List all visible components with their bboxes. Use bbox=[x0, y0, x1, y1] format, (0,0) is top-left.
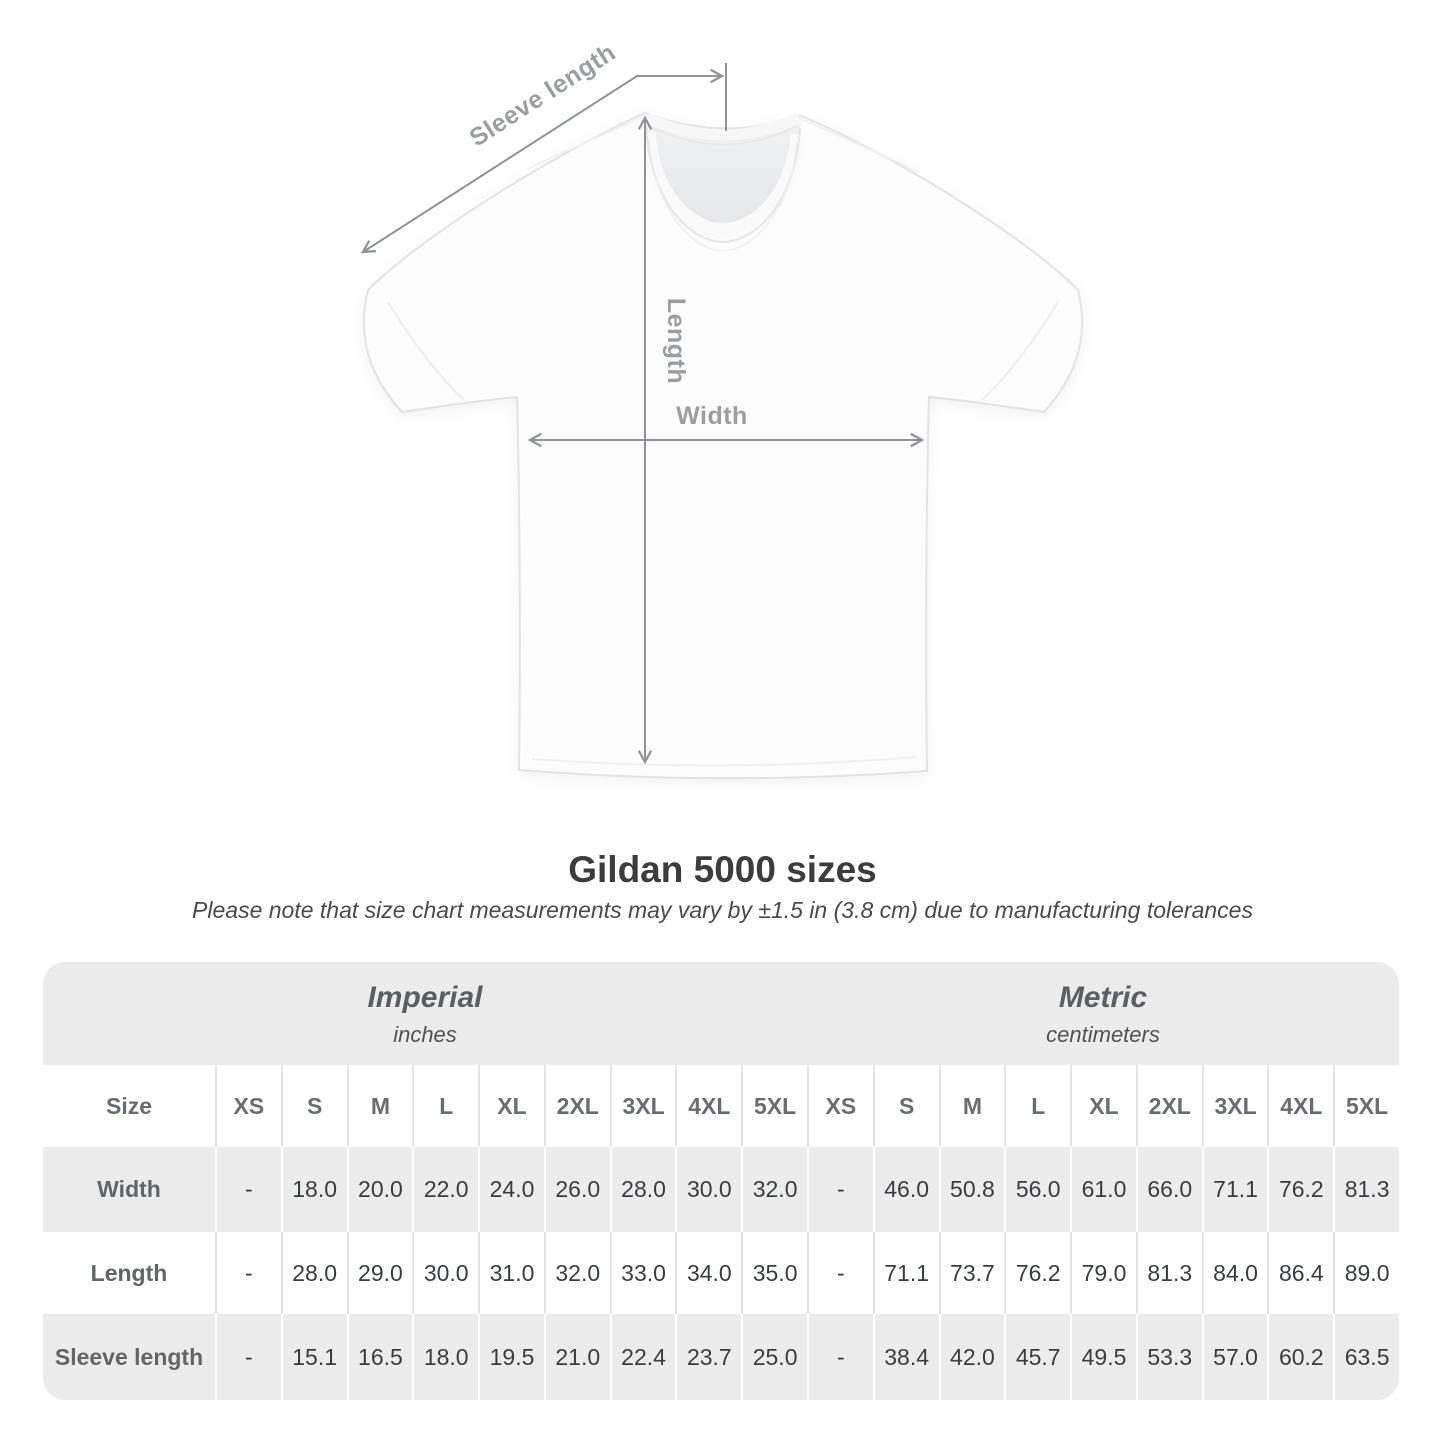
size-table: Imperial inches Metric centimeters Size … bbox=[43, 962, 1399, 1400]
tshirt-graphic bbox=[362, 112, 1084, 780]
table-cell: 71.1 bbox=[1201, 1147, 1268, 1232]
column-header-metric-s: S bbox=[872, 1065, 939, 1147]
table-cell: 42.0 bbox=[938, 1314, 1005, 1400]
table-cell: 66.0 bbox=[1135, 1147, 1202, 1232]
table-cell: - bbox=[807, 1147, 873, 1232]
table-cell: 20.0 bbox=[346, 1147, 413, 1232]
table-cell: 76.2 bbox=[1004, 1232, 1071, 1314]
table-cell: 61.0 bbox=[1070, 1147, 1136, 1232]
imperial-unit: inches bbox=[393, 1022, 457, 1047]
column-header-metric-xl: XL bbox=[1070, 1065, 1136, 1147]
table-cell: 25.0 bbox=[741, 1314, 807, 1400]
table-cell: 29.0 bbox=[346, 1232, 413, 1314]
table-cell: 22.4 bbox=[609, 1314, 676, 1400]
table-cell: 21.0 bbox=[543, 1314, 610, 1400]
table-cell: 50.8 bbox=[938, 1147, 1005, 1232]
table-cell: 63.5 bbox=[1333, 1314, 1399, 1400]
table-cell: 46.0 bbox=[872, 1147, 939, 1232]
table-cell: 60.2 bbox=[1267, 1314, 1334, 1400]
table-cell: 57.0 bbox=[1201, 1314, 1268, 1400]
table-cell: 35.0 bbox=[741, 1232, 807, 1314]
table-cell: 18.0 bbox=[280, 1147, 347, 1232]
column-header-metric-m: M bbox=[938, 1065, 1005, 1147]
column-header-imperial-xs: XS bbox=[215, 1065, 281, 1147]
table-cell: 31.0 bbox=[478, 1232, 544, 1314]
right-sleeve-crease bbox=[981, 301, 1059, 401]
table-cell: 24.0 bbox=[478, 1147, 544, 1232]
table-cell: 18.0 bbox=[412, 1314, 479, 1400]
table-cell: 34.0 bbox=[675, 1232, 742, 1314]
column-header-imperial-s: S bbox=[280, 1065, 347, 1147]
table-cell: 84.0 bbox=[1201, 1232, 1268, 1314]
table-cell: 71.1 bbox=[872, 1232, 939, 1314]
column-header-metric-4xl: 4XL bbox=[1267, 1065, 1334, 1147]
table-cell: 81.3 bbox=[1333, 1147, 1399, 1232]
table-cell: - bbox=[807, 1232, 873, 1314]
column-header-metric-2xl: 2XL bbox=[1135, 1065, 1202, 1147]
tolerance-note: Please note that size chart measurements… bbox=[192, 897, 1253, 923]
table-cell: 32.0 bbox=[543, 1232, 610, 1314]
row-label-length: Length bbox=[43, 1232, 215, 1314]
table-cell: 53.3 bbox=[1135, 1314, 1202, 1400]
left-sleeve-crease bbox=[387, 301, 465, 401]
hem-stitch-line bbox=[531, 756, 917, 767]
table-cell: 89.0 bbox=[1333, 1232, 1399, 1314]
column-header-metric-xs: XS bbox=[807, 1065, 873, 1147]
column-header-metric-3xl: 3XL bbox=[1201, 1065, 1268, 1147]
table-cell: 81.3 bbox=[1135, 1232, 1202, 1314]
length-label: Length bbox=[662, 298, 690, 384]
column-header-metric-5xl: 5XL bbox=[1333, 1065, 1399, 1147]
table-cell: 56.0 bbox=[1004, 1147, 1071, 1232]
column-header-imperial-5xl: 5XL bbox=[741, 1065, 807, 1147]
table-cell: 73.7 bbox=[938, 1232, 1005, 1314]
size-column-header: Size bbox=[43, 1065, 215, 1147]
table-cell: 28.0 bbox=[280, 1232, 347, 1314]
sleeve-length-arrow bbox=[361, 68, 725, 254]
table-cell: - bbox=[215, 1314, 281, 1400]
table-cell: 79.0 bbox=[1070, 1232, 1136, 1314]
table-cell: - bbox=[215, 1232, 281, 1314]
column-header-imperial-m: M bbox=[346, 1065, 413, 1147]
imperial-label: Imperial bbox=[367, 981, 483, 1014]
tshirt-measurement-diagram: Sleeve length Length Width bbox=[361, 38, 1084, 780]
table-cell: 32.0 bbox=[741, 1147, 807, 1232]
table-cell: 16.5 bbox=[346, 1314, 413, 1400]
column-header-metric-l: L bbox=[1004, 1065, 1071, 1147]
column-header-imperial-2xl: 2XL bbox=[543, 1065, 610, 1147]
table-cell: 49.5 bbox=[1070, 1314, 1136, 1400]
unit-group-imperial: Imperial inches bbox=[43, 962, 807, 1065]
right-shoulder-seam bbox=[798, 117, 919, 173]
table-cell: 23.7 bbox=[675, 1314, 742, 1400]
column-header-imperial-xl: XL bbox=[478, 1065, 544, 1147]
table-cell: 26.0 bbox=[543, 1147, 610, 1232]
table-cell: 33.0 bbox=[609, 1232, 676, 1314]
table-cell: 38.4 bbox=[872, 1314, 939, 1400]
table-cell: 15.1 bbox=[280, 1314, 347, 1400]
column-header-imperial-3xl: 3XL bbox=[609, 1065, 676, 1147]
measurement-annotations bbox=[361, 63, 925, 765]
metric-unit: centimeters bbox=[1046, 1022, 1160, 1047]
table-cell: 30.0 bbox=[675, 1147, 742, 1232]
table-cell: - bbox=[215, 1147, 281, 1232]
unit-group-metric: Metric centimeters bbox=[807, 962, 1399, 1065]
row-label-sleeve-length: Sleeve length bbox=[43, 1314, 215, 1400]
table-cell: 86.4 bbox=[1267, 1232, 1334, 1314]
table-cell: 45.7 bbox=[1004, 1314, 1071, 1400]
table-cell: 28.0 bbox=[609, 1147, 676, 1232]
metric-label: Metric bbox=[1058, 981, 1148, 1014]
table-cell: 19.5 bbox=[478, 1314, 544, 1400]
table-cell: - bbox=[807, 1314, 873, 1400]
page-title: Gildan 5000 sizes bbox=[568, 849, 877, 890]
column-header-imperial-4xl: 4XL bbox=[675, 1065, 742, 1147]
column-header-imperial-l: L bbox=[412, 1065, 479, 1147]
width-label: Width bbox=[676, 402, 748, 430]
table-cell: 22.0 bbox=[412, 1147, 479, 1232]
row-label-width: Width bbox=[43, 1147, 215, 1232]
table-cell: 76.2 bbox=[1267, 1147, 1334, 1232]
table-cell: 30.0 bbox=[412, 1232, 479, 1314]
